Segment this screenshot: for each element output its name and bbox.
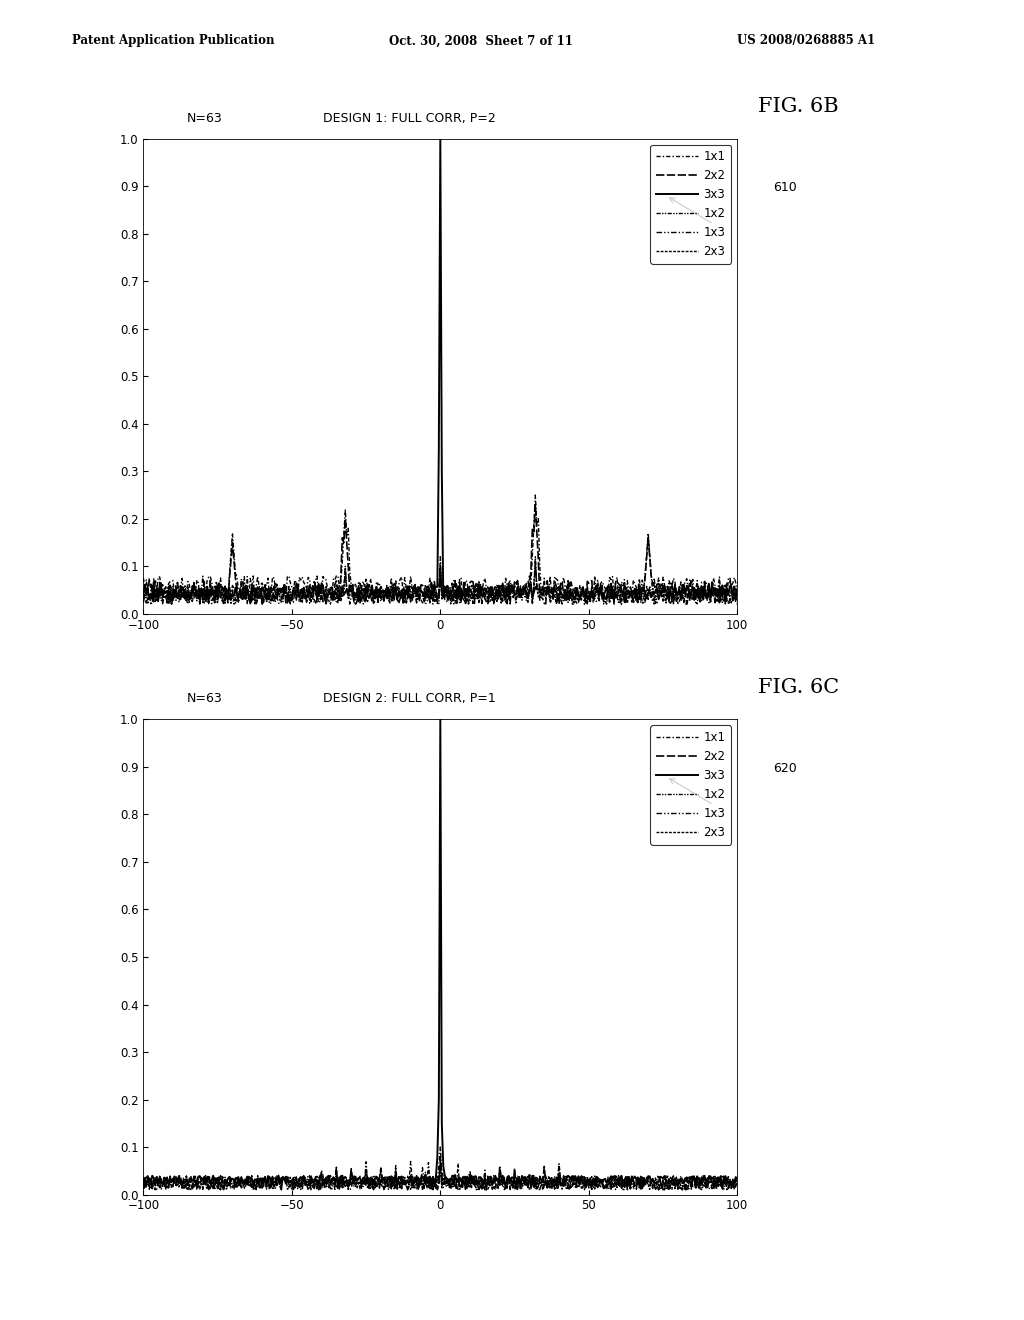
Text: DESIGN 1: FULL CORR, P=2: DESIGN 1: FULL CORR, P=2: [324, 112, 496, 125]
Text: US 2008/0268885 A1: US 2008/0268885 A1: [737, 34, 876, 48]
Text: 610: 610: [773, 181, 797, 194]
Text: Oct. 30, 2008  Sheet 7 of 11: Oct. 30, 2008 Sheet 7 of 11: [389, 34, 573, 48]
Text: N=63: N=63: [187, 112, 222, 125]
Text: FIG. 6B: FIG. 6B: [758, 98, 839, 116]
Text: FIG. 6C: FIG. 6C: [758, 678, 839, 697]
Legend: 1x1, 2x2, 3x3, 1x2, 1x3, 2x3: 1x1, 2x2, 3x3, 1x2, 1x3, 2x3: [650, 144, 731, 264]
Text: 620: 620: [773, 762, 797, 775]
Legend: 1x1, 2x2, 3x3, 1x2, 1x3, 2x3: 1x1, 2x2, 3x3, 1x2, 1x3, 2x3: [650, 725, 731, 845]
Text: DESIGN 2: FULL CORR, P=1: DESIGN 2: FULL CORR, P=1: [324, 692, 496, 705]
Text: N=63: N=63: [187, 692, 222, 705]
Text: Patent Application Publication: Patent Application Publication: [72, 34, 274, 48]
